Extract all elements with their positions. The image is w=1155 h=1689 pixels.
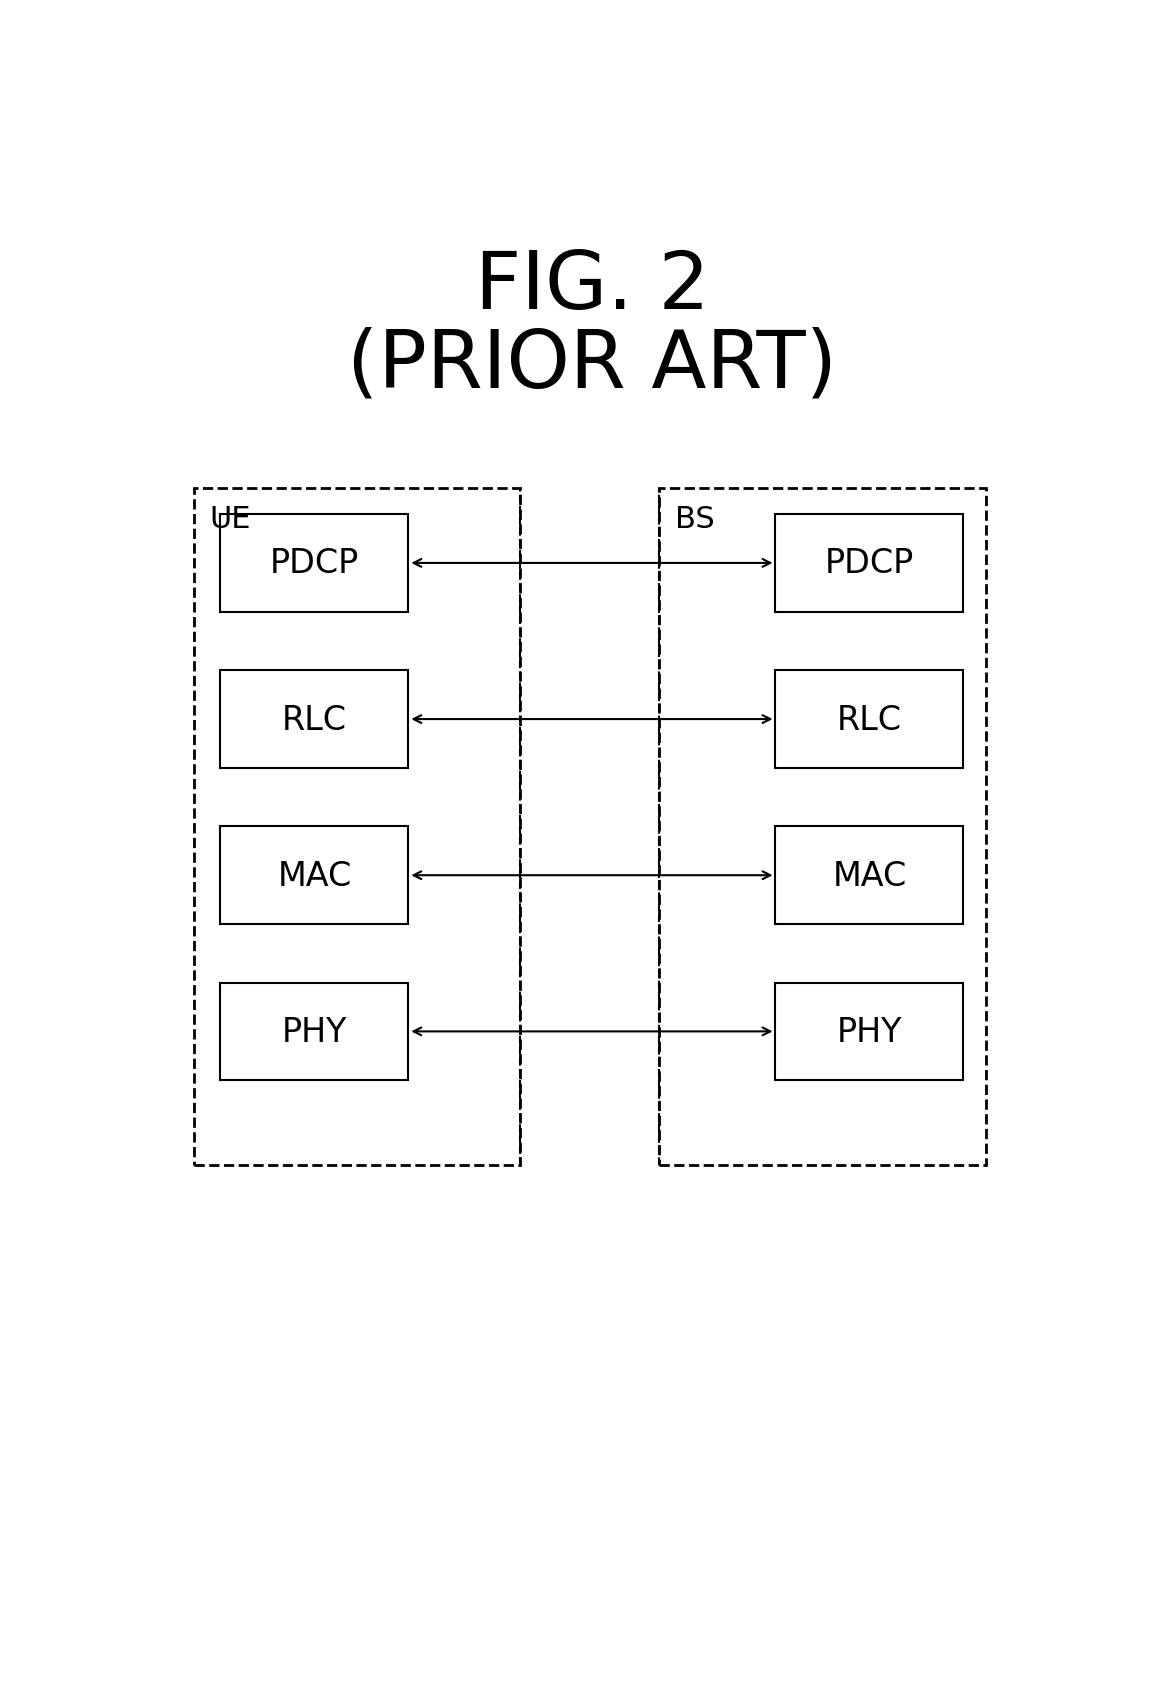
Bar bbox=[221, 671, 409, 768]
Bar bbox=[775, 671, 963, 768]
Text: PDCP: PDCP bbox=[825, 547, 914, 579]
Text: PHY: PHY bbox=[836, 1015, 902, 1049]
Bar bbox=[221, 828, 409, 924]
Bar bbox=[660, 488, 986, 1165]
Text: (PRIOR ART): (PRIOR ART) bbox=[346, 326, 837, 404]
Text: FIG. 2: FIG. 2 bbox=[475, 248, 709, 326]
Text: RLC: RLC bbox=[837, 703, 902, 736]
Text: BS: BS bbox=[676, 505, 715, 534]
Text: UE: UE bbox=[210, 505, 252, 534]
Bar bbox=[775, 828, 963, 924]
Text: RLC: RLC bbox=[282, 703, 346, 736]
Bar bbox=[221, 983, 409, 1081]
Text: MAC: MAC bbox=[833, 860, 907, 892]
Text: PDCP: PDCP bbox=[270, 547, 359, 579]
Text: PHY: PHY bbox=[282, 1015, 348, 1049]
Bar bbox=[194, 488, 520, 1165]
Text: MAC: MAC bbox=[277, 860, 351, 892]
Bar bbox=[775, 515, 963, 613]
Bar bbox=[775, 983, 963, 1081]
Bar bbox=[221, 515, 409, 613]
